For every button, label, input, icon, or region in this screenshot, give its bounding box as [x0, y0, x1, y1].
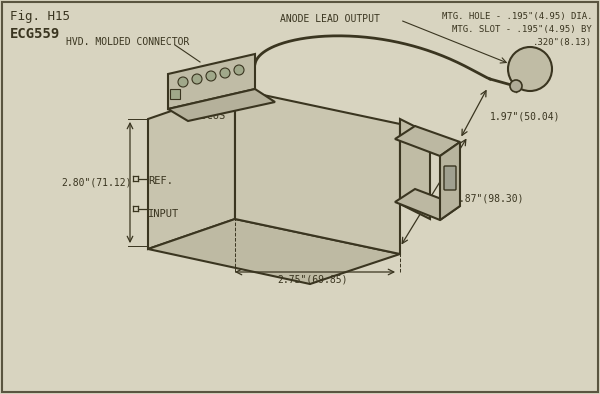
Polygon shape	[168, 89, 275, 121]
Circle shape	[220, 68, 230, 78]
Polygon shape	[440, 142, 460, 220]
Text: FOCUS: FOCUS	[195, 111, 226, 121]
Circle shape	[234, 65, 244, 75]
Circle shape	[510, 80, 522, 92]
Text: HVD. MOLDED CONNECTOR: HVD. MOLDED CONNECTOR	[67, 37, 190, 47]
Text: .320"(8.13): .320"(8.13)	[533, 37, 592, 46]
Text: 2.75"(69.85): 2.75"(69.85)	[278, 275, 348, 285]
Text: 1.97"(50.04): 1.97"(50.04)	[490, 111, 560, 121]
Polygon shape	[168, 54, 255, 109]
Polygon shape	[235, 89, 400, 254]
Text: ECG559: ECG559	[10, 27, 60, 41]
Polygon shape	[148, 219, 400, 284]
Text: ANODE LEAD OUTPUT: ANODE LEAD OUTPUT	[280, 14, 380, 24]
Text: 3.87"(98.30): 3.87"(98.30)	[453, 193, 523, 203]
Text: MTG. SLOT - .195"(4.95) BY: MTG. SLOT - .195"(4.95) BY	[452, 24, 592, 33]
Polygon shape	[148, 89, 235, 249]
Text: INPUT: INPUT	[148, 209, 179, 219]
Text: 2.80"(71.12): 2.80"(71.12)	[62, 177, 132, 187]
FancyBboxPatch shape	[444, 166, 456, 190]
Circle shape	[508, 47, 552, 91]
Circle shape	[178, 77, 188, 87]
Text: MTG. HOLE - .195"(4.95) DIA.: MTG. HOLE - .195"(4.95) DIA.	[442, 11, 592, 20]
Polygon shape	[395, 126, 460, 156]
Circle shape	[206, 71, 216, 81]
Polygon shape	[395, 189, 460, 220]
Text: the-roo-005: the-roo-005	[242, 175, 348, 193]
Text: REF.: REF.	[148, 176, 173, 186]
Text: Fig. H15: Fig. H15	[10, 9, 70, 22]
Bar	[170, 89, 180, 99]
Circle shape	[192, 74, 202, 84]
Polygon shape	[400, 119, 430, 219]
